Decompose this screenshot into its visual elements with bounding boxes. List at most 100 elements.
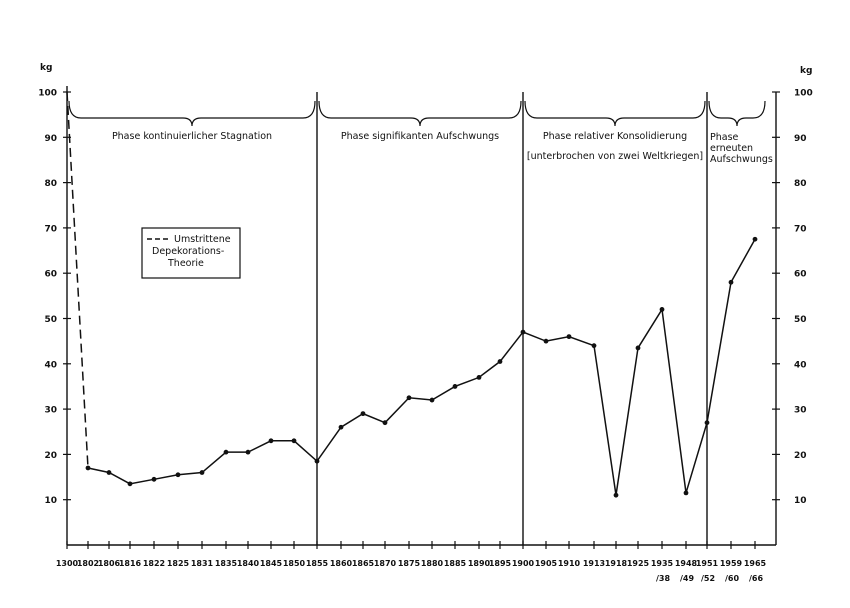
x-tick-label: 1890 — [468, 559, 491, 568]
x-tick-label: 1300 — [56, 559, 79, 568]
legend-label: Depekorations- — [152, 246, 224, 257]
x-tick-label: 1865 — [352, 559, 375, 568]
data-point — [520, 329, 526, 335]
phase-brace — [524, 100, 706, 127]
y-tick-label-right: 90 — [794, 134, 807, 144]
data-point — [497, 359, 503, 364]
data-point — [268, 438, 274, 444]
phase-label: Phase signifikanten Aufschwungs — [341, 131, 499, 142]
data-point — [151, 476, 157, 482]
x-tick-label: 1880 — [421, 559, 444, 568]
data-point — [406, 395, 412, 401]
x-tick-label: 1860 — [330, 559, 353, 568]
y-tick-label-left: 20 — [44, 451, 57, 461]
y-tick-label-left: 30 — [44, 406, 57, 416]
x-tick-label: 1831 — [191, 559, 214, 568]
y-axis-unit-right: kg — [800, 66, 812, 76]
legend-box — [141, 227, 241, 279]
x-tick-label: 1885 — [444, 559, 467, 568]
data-point — [752, 236, 758, 242]
x-tick-label: 1913 — [583, 559, 605, 568]
x-tick-label: 1870 — [374, 559, 397, 568]
phase-brace — [318, 100, 522, 127]
x-tick-label: 1840 — [237, 559, 260, 568]
y-tick-label-right: 30 — [794, 406, 807, 416]
y-tick-label-right: 100 — [794, 89, 813, 99]
data-point — [291, 438, 297, 444]
x-tick-label: 1850 — [283, 559, 306, 568]
x-tick-label: 1806 — [98, 559, 121, 568]
x-tick-label: 1965 — [744, 559, 767, 568]
y-tick-label-left: 10 — [44, 496, 57, 506]
data-point — [314, 458, 320, 464]
y-tick-label-left: 70 — [44, 224, 57, 234]
phase-label: Aufschwungs — [710, 154, 773, 165]
phase-brace — [68, 100, 316, 127]
y-tick-label-left: 80 — [44, 179, 57, 189]
x-tick-label: 1910 — [558, 559, 581, 568]
data-point — [175, 472, 181, 478]
x-tick-label: 1845 — [260, 559, 283, 568]
phase-label: Phase kontinuierlicher Stagnation — [112, 131, 272, 142]
y-tick-label-left: 40 — [44, 360, 57, 370]
tick-labels: kg kg 10 20 30 40 50 60 70 80 90 100 10 20 30 40 50 60 70 8… — [38, 63, 813, 583]
series-line-dashed — [66, 91, 89, 469]
series-line — [87, 238, 756, 496]
data-point — [566, 334, 572, 340]
data-point — [245, 449, 251, 455]
x-tick-label: 1948 — [675, 559, 698, 568]
x-tick-label-sub: /49 — [680, 574, 694, 583]
phase-label: [unterbrochen von zwei Weltkriegen] — [527, 151, 703, 162]
x-tick-label: 1905 — [535, 559, 558, 568]
x-tick-label: 1959 — [720, 559, 743, 568]
x-tick-label: 1895 — [489, 559, 512, 568]
y-tick-label-right: 50 — [794, 315, 807, 325]
data-point — [338, 424, 344, 430]
data-point — [106, 470, 112, 475]
x-tick-label: 1875 — [398, 559, 421, 568]
data-point — [85, 465, 91, 471]
data-point — [704, 420, 710, 426]
y-tick-label-right: 70 — [794, 224, 807, 234]
phase-annotations: Phase kontinuierlicher Stagnation Phase s… — [68, 100, 773, 165]
x-tick-label: 1925 — [627, 559, 650, 568]
data-point — [360, 411, 366, 417]
y-tick-label-left: 60 — [44, 270, 57, 280]
phase-brace — [708, 100, 766, 127]
data-point — [127, 481, 133, 487]
x-tick-label: 1951 — [696, 559, 719, 568]
data-point — [382, 420, 388, 426]
phase-label: erneuten — [710, 143, 753, 154]
y-axis-unit-left: kg — [40, 63, 52, 73]
data-point — [659, 307, 665, 312]
phase-label: Phase — [710, 132, 739, 143]
data-point — [476, 374, 482, 380]
y-tick-label-left: 100 — [38, 89, 57, 99]
data-point — [543, 338, 549, 344]
data-point — [728, 279, 734, 285]
data-point — [591, 343, 597, 349]
legend-label: Umstrittene — [174, 234, 231, 245]
data-point — [199, 470, 205, 475]
y-tick-label-right: 60 — [794, 270, 807, 280]
data-point — [223, 449, 229, 455]
x-tick-label: 1822 — [143, 559, 165, 568]
y-tick-label-right: 40 — [794, 360, 807, 370]
x-tick-label-sub: /52 — [701, 574, 715, 583]
x-tick-label: 1918 — [605, 559, 628, 568]
x-tick-label: 1825 — [167, 559, 190, 568]
phase-dividers — [316, 92, 708, 545]
y-tick-label-right: 20 — [794, 451, 807, 461]
x-tick-label-sub: /66 — [749, 574, 763, 583]
y-tick-label-left: 50 — [44, 315, 57, 325]
data-series — [66, 91, 758, 498]
x-tick-label: 1935 — [651, 559, 674, 568]
x-tick-label: 1900 — [512, 559, 535, 568]
x-tick-label: 1835 — [215, 559, 238, 568]
data-point — [683, 490, 689, 496]
data-point — [635, 345, 641, 351]
data-point — [613, 492, 619, 498]
y-tick-label-left: 90 — [44, 134, 57, 144]
legend-label: Theorie — [167, 258, 204, 269]
